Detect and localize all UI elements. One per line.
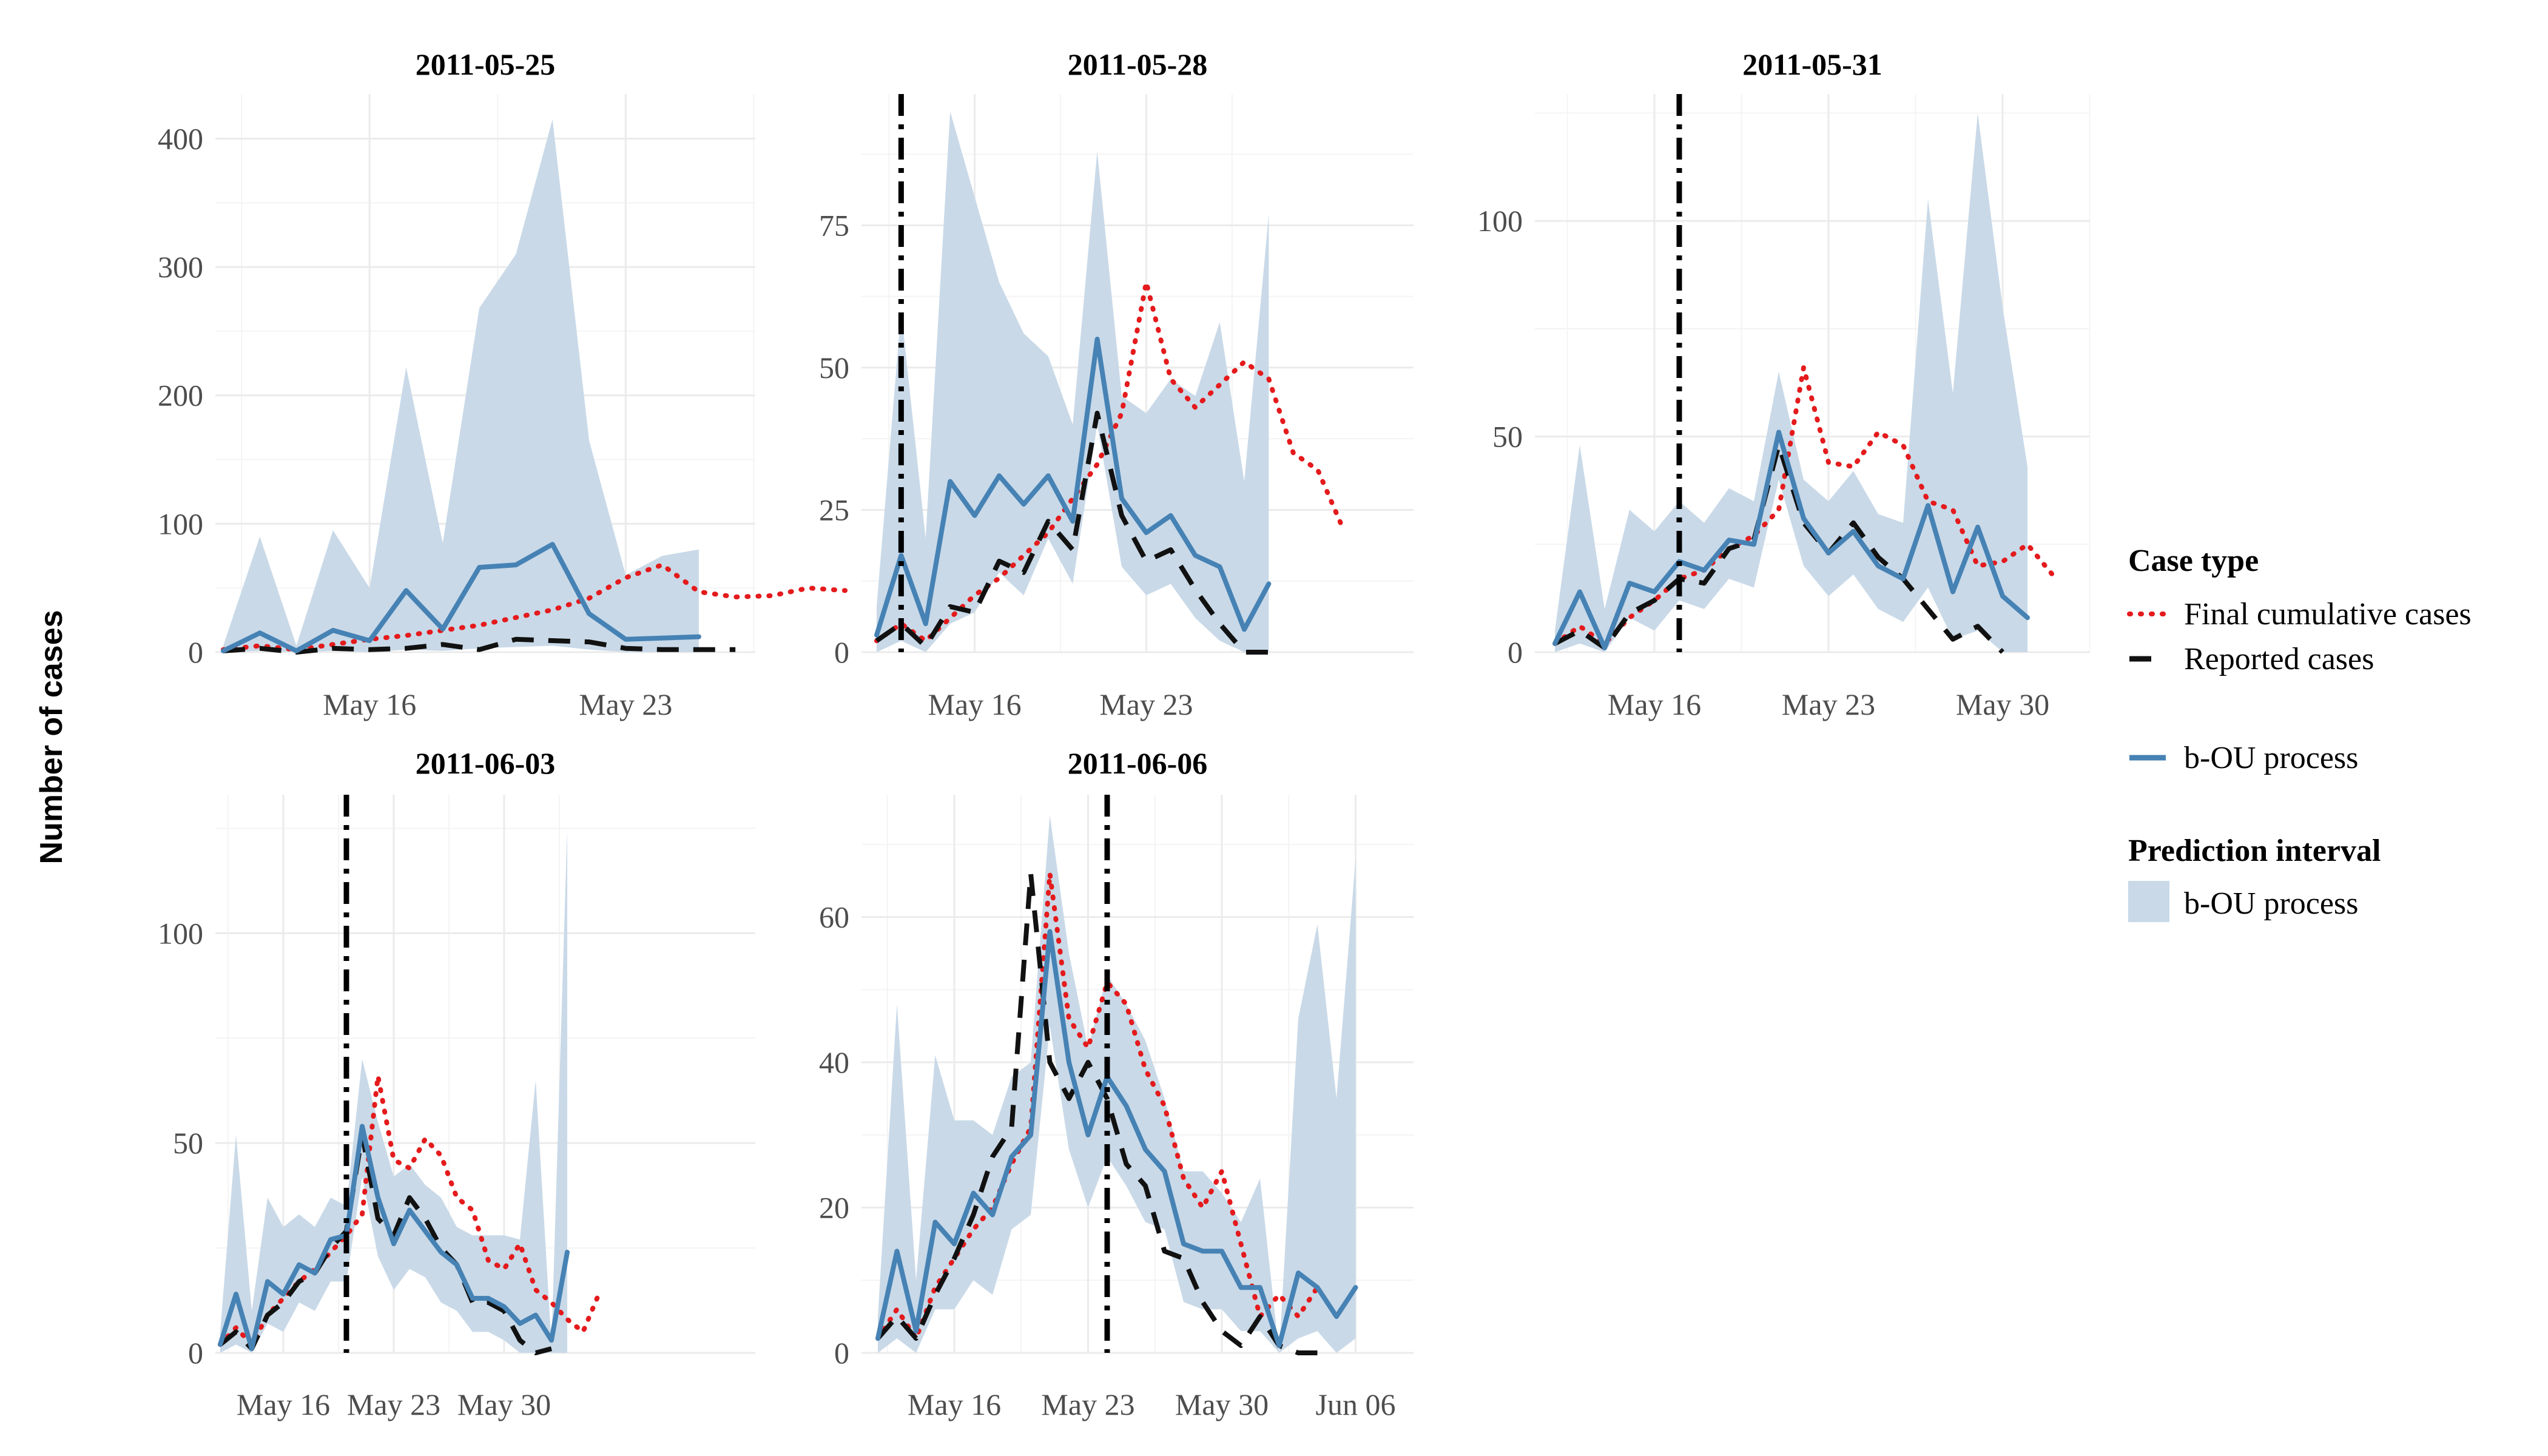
panel-2011-06-06: 0 20 40 60 May 16 May 23 May 30 Jun 06 2011-06-0…: [819, 746, 1414, 1421]
panel-title: 2011-06-03: [416, 746, 556, 780]
series-bou: [218, 1124, 570, 1352]
x-tick-label: Jun 06: [1316, 1387, 1396, 1421]
series-reported: [1554, 442, 2004, 654]
y-tick-label: 50: [173, 1126, 203, 1160]
y-tick-label: 50: [1492, 420, 1523, 454]
series-bou: [875, 929, 1358, 1348]
legend-label-bou: b-OU process: [2184, 741, 2358, 775]
y-tick-label: 300: [158, 250, 203, 284]
legend-label-band: b-OU process: [2184, 886, 2358, 921]
y-tick-label: 100: [158, 916, 203, 950]
panel-title: 2011-05-31: [1742, 47, 1882, 81]
x-tick-label: May 16: [928, 687, 1022, 721]
y-tick-label: 100: [1477, 204, 1523, 238]
legend-label-final: Final cumulative cases: [2184, 597, 2472, 632]
y-tick-label: 400: [158, 121, 203, 155]
y-tick-label: 0: [1508, 635, 1523, 669]
prediction-band: [220, 828, 567, 1353]
y-tick-label: 20: [819, 1191, 849, 1225]
series-bou: [1552, 430, 2030, 650]
panel-2011-06-03: 0 50 100 May 16 May 23 May 30 2011-06-03: [158, 746, 755, 1421]
x-tick-label: May 23: [579, 687, 672, 721]
y-tick-label: 100: [158, 507, 203, 541]
legend-title-interval: Prediction interval: [2128, 834, 2381, 868]
prediction-band: [223, 119, 699, 652]
panel-2011-05-28: 0 25 50 75 May 16 May 23 2011-05-28: [819, 47, 1414, 721]
x-tick-label: May 23: [1782, 687, 1875, 721]
y-tick-label: 50: [819, 351, 849, 385]
series-reported: [218, 1132, 553, 1355]
series-final: [875, 871, 1320, 1341]
series-final: [218, 1073, 601, 1347]
prediction-band: [1555, 113, 2027, 653]
legend-label-reported: Reported cases: [2184, 642, 2374, 676]
x-tick-label: May 16: [1608, 687, 1701, 721]
y-tick-label: 60: [819, 900, 849, 934]
prediction-band: [878, 815, 1356, 1353]
series-bou: [221, 542, 701, 653]
y-tick-label: 0: [834, 1336, 849, 1370]
panel-2011-05-25: 0 100 200 300 400 May 16 May 23 2011-05-25: [158, 47, 848, 721]
x-tick-label: May 23: [347, 1387, 440, 1421]
x-tick-label: May 16: [323, 687, 416, 721]
y-tick-label: 25: [819, 493, 849, 527]
y-tick-label: 0: [188, 1336, 203, 1370]
series-reported: [875, 871, 1318, 1355]
x-tick-label: May 23: [1041, 1387, 1134, 1421]
y-tick-label: 200: [158, 379, 203, 413]
x-tick-label: May 23: [1099, 687, 1193, 721]
series-reported: [875, 411, 1269, 655]
legend-key-band: [2128, 881, 2169, 922]
x-tick-label: May 16: [237, 1387, 330, 1421]
panel-title: 2011-05-28: [1068, 47, 1208, 81]
panel-title: 2011-05-25: [416, 47, 556, 81]
panel-title: 2011-06-06: [1068, 746, 1208, 780]
x-tick-label: May 30: [457, 1387, 551, 1421]
legend-title-case-type: Case type: [2128, 544, 2259, 578]
series-reported: [223, 636, 736, 655]
panel-2011-05-31: 0 50 100 May 16 May 23 May 30 2011-05-31: [1477, 47, 2091, 721]
x-tick-label: May 16: [908, 1387, 1001, 1421]
y-tick-label: 40: [819, 1045, 849, 1079]
series-final: [1552, 365, 2055, 646]
legend: Case type Final cumulative cases Reporte…: [2127, 544, 2472, 922]
series-final: [874, 280, 1345, 644]
y-tick-label: 0: [834, 635, 849, 669]
x-tick-label: May 30: [1175, 1387, 1269, 1421]
y-axis-label: Number of cases: [34, 610, 69, 864]
series-bou: [874, 337, 1272, 638]
y-tick-label: 0: [188, 635, 203, 669]
x-tick-label: May 30: [1956, 687, 2049, 721]
y-tick-label: 75: [819, 208, 849, 242]
